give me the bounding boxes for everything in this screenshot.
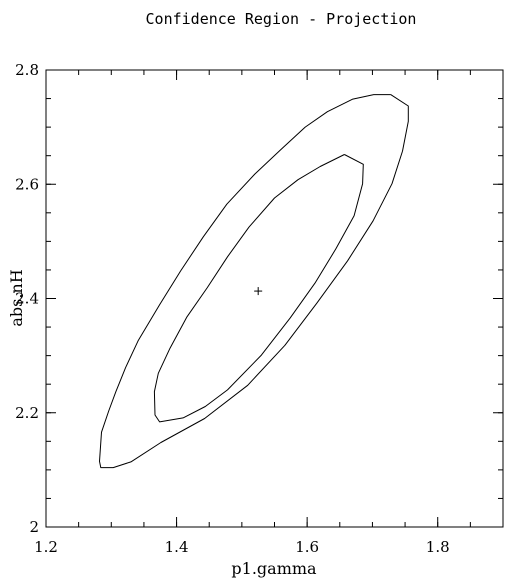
y-tick-label: 2.8 bbox=[15, 61, 39, 79]
x-tick-label: 1.4 bbox=[165, 538, 189, 556]
y-axis-ticks: 2 2.2 2.4 2.6 2.8 bbox=[15, 61, 503, 536]
y-tick-label: 2.2 bbox=[15, 404, 39, 422]
x-tick-label: 1.8 bbox=[426, 538, 450, 556]
x-axis-label: p1.gamma bbox=[231, 559, 317, 578]
y-tick-label: 2.4 bbox=[15, 290, 39, 308]
inner-contour-line bbox=[153, 154, 364, 423]
minor-ticks bbox=[46, 70, 503, 527]
y-tick-label: 2.6 bbox=[15, 175, 39, 193]
chart-title: Confidence Region - Projection bbox=[146, 10, 417, 28]
x-tick-label: 1.6 bbox=[295, 538, 319, 556]
x-tick-label: 1.2 bbox=[34, 538, 58, 556]
outer-contour-line bbox=[99, 94, 409, 469]
y-tick-label: 2 bbox=[29, 518, 39, 536]
plot-frame bbox=[45, 69, 504, 528]
best-fit-marker bbox=[254, 287, 263, 296]
y-axis-label: abs.nH bbox=[7, 269, 26, 326]
x-axis-ticks: 1.2 1.4 1.6 1.8 bbox=[34, 70, 450, 556]
contour-lines bbox=[99, 94, 409, 469]
